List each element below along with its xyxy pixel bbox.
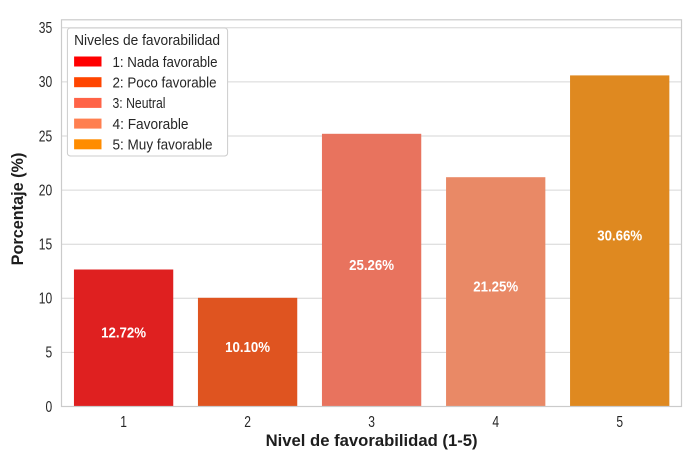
svg-text:0: 0: [46, 399, 53, 416]
svg-text:10.10%: 10.10%: [225, 339, 270, 356]
svg-text:12.72%: 12.72%: [101, 325, 146, 342]
svg-text:1: Nada favorable: 1: Nada favorable: [113, 55, 218, 71]
svg-text:1: 1: [120, 414, 127, 431]
svg-text:2: 2: [244, 414, 251, 431]
svg-text:3: Neutral: 3: Neutral: [113, 96, 166, 112]
svg-text:2: Poco favorable: 2: Poco favorable: [113, 76, 217, 92]
svg-text:35: 35: [39, 20, 52, 37]
svg-text:Niveles de favorabilidad: Niveles de favorabilidad: [74, 33, 220, 49]
svg-text:5: Muy favorable: 5: Muy favorable: [113, 138, 213, 154]
svg-text:25.26%: 25.26%: [349, 257, 394, 274]
svg-text:30.66%: 30.66%: [597, 228, 642, 245]
svg-text:5: 5: [616, 414, 623, 431]
svg-text:30: 30: [39, 74, 52, 91]
svg-text:15: 15: [39, 237, 52, 254]
svg-text:25: 25: [39, 128, 52, 145]
svg-text:Porcentaje (%): Porcentaje (%): [9, 153, 27, 266]
svg-text:21.25%: 21.25%: [473, 279, 518, 296]
svg-text:3: 3: [368, 414, 375, 431]
svg-text:4: Favorable: 4: Favorable: [113, 117, 189, 133]
svg-text:10: 10: [39, 291, 52, 308]
svg-text:20: 20: [39, 182, 52, 199]
svg-text:4: 4: [492, 414, 499, 431]
svg-text:Nivel de favorabilidad (1-5): Nivel de favorabilidad (1-5): [266, 432, 478, 450]
svg-text:5: 5: [46, 345, 53, 362]
